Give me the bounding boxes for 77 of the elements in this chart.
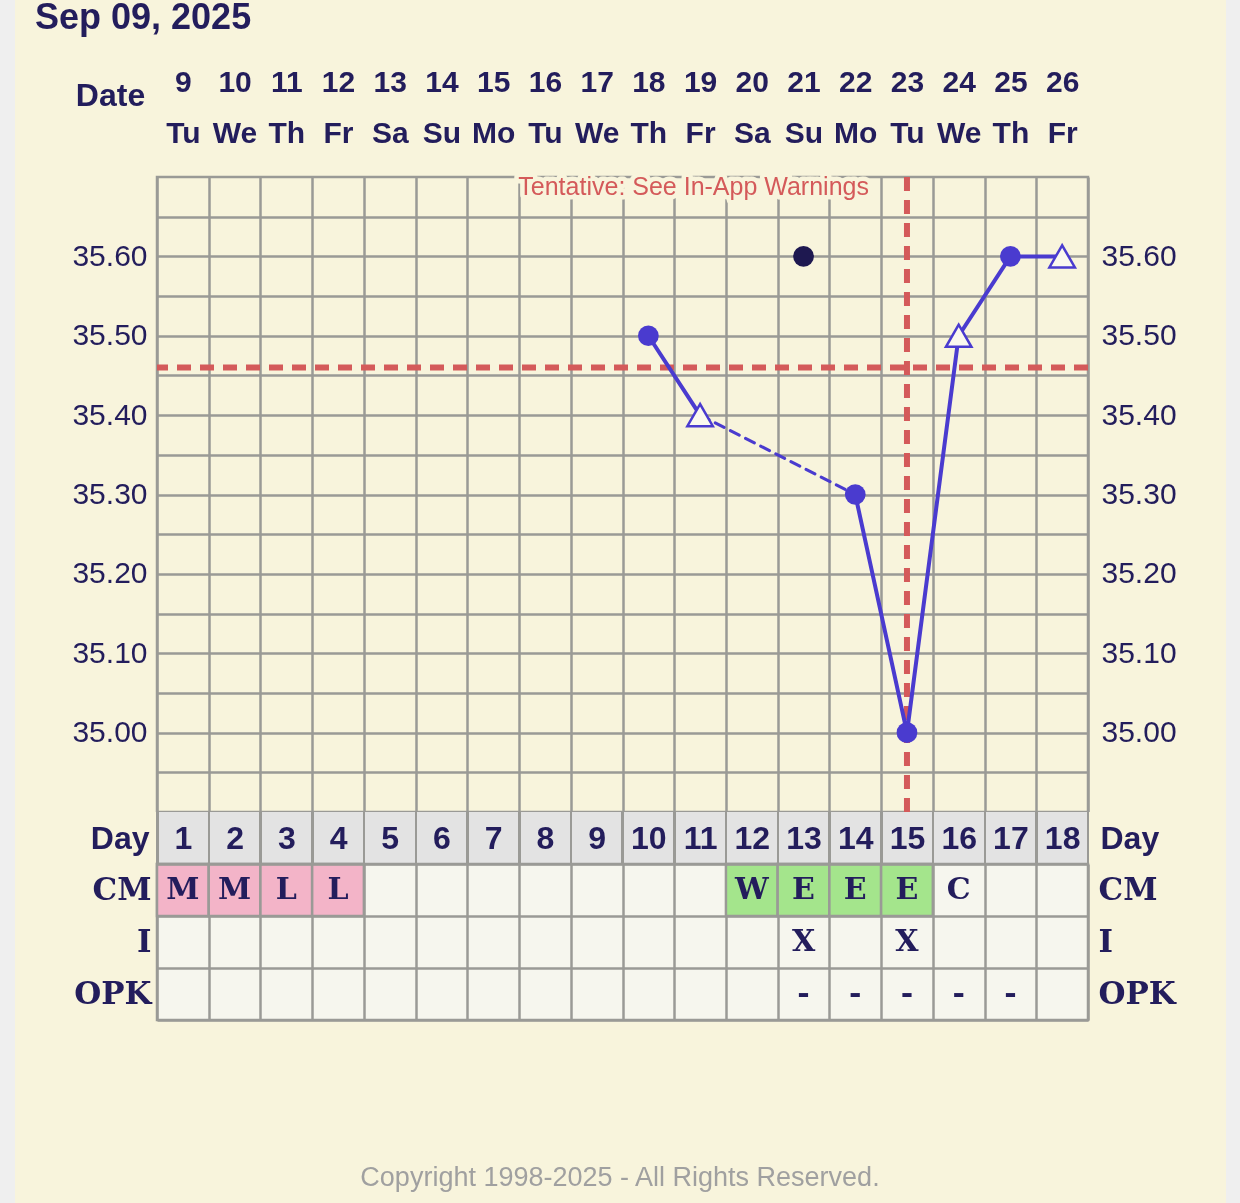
x-tick-label: 16: [941, 819, 977, 856]
x-tick-label: 7: [484, 819, 503, 856]
x-tick-label: 11: [683, 819, 718, 856]
x-tick-label: 11 Th: [268, 64, 306, 149]
y-tick-label: 35.30: [72, 477, 148, 510]
x-tick-label: 2: [226, 819, 244, 856]
y-tick-label: I: [136, 922, 152, 959]
x-tick-label: 21 Su: [784, 64, 824, 149]
x-tick-label: 8: [536, 819, 555, 856]
x-tick-label: 13: [786, 819, 822, 856]
y2-tick-label: 35.40: [1101, 397, 1177, 431]
x-tick-label: 9 Tu: [166, 64, 201, 149]
y-tick-label: OPK: [74, 974, 153, 1011]
x-tick-label: 14 Su: [422, 64, 462, 149]
x-tick-label: 20 Sa: [733, 64, 771, 149]
text: -: [797, 975, 810, 1010]
text: M: [166, 871, 200, 906]
y2-tick-label: I: [1098, 922, 1114, 959]
x-tick-label: 23 Tu: [890, 64, 925, 149]
y-tick-label: 35.20: [72, 556, 148, 590]
y2-tick-label: 35.30: [1101, 477, 1177, 510]
y2-tick-label: 35.20: [1101, 556, 1177, 590]
text: L: [327, 871, 349, 906]
text: L: [275, 871, 297, 906]
text: -: [952, 975, 965, 1010]
y-tick-label: 35.40: [72, 397, 148, 431]
x-tick-label: 15: [889, 819, 926, 856]
text: X: [791, 923, 816, 958]
text: E: [792, 871, 815, 906]
x-tick-label: 25 Th: [992, 64, 1030, 149]
chart-title: Sep 09, 2025: [35, 0, 252, 37]
x-tick-label: 15 Mo: [472, 64, 516, 149]
text: M: [217, 871, 252, 906]
text: W: [734, 871, 769, 906]
y2-tick-label: 35.50: [1101, 318, 1177, 352]
text: -: [849, 975, 862, 1010]
x-tick-label: 5: [381, 819, 400, 856]
y-tick-label: 35.00: [72, 715, 148, 749]
x-tick-label: 26 Fr: [1045, 64, 1080, 149]
text: E: [843, 871, 867, 906]
x-tick-label: 3: [277, 819, 296, 856]
x-tick-label: 4: [329, 819, 348, 856]
text: X: [895, 923, 919, 958]
y2-tick-label: 35.60: [1101, 238, 1177, 272]
x-tick-label: 19 Fr: [683, 64, 718, 149]
y2-tick-label: OPK: [1098, 974, 1177, 1011]
x-tick-label: 16 Tu: [528, 64, 563, 149]
x-tick-label: 22 Mo: [834, 64, 878, 149]
text: C: [946, 871, 971, 906]
text: Copyright 1998-2025 - All Rights Reserved.: [359, 1162, 881, 1193]
x-tick-label: 12: [734, 819, 771, 856]
x-tick-label: 10: [631, 819, 667, 856]
x-tick-label: 24 We: [936, 64, 982, 149]
x-tick-label: 13 Sa: [371, 64, 409, 149]
x-axis-title: Day: [90, 819, 150, 856]
y2-tick-label: 35.00: [1101, 715, 1177, 749]
y-tick-label: 35.50: [72, 318, 148, 352]
y-tick-label: 35.60: [72, 238, 148, 272]
x-tick-label: 6: [433, 819, 451, 856]
y2-tick-label: 35.10: [1101, 635, 1177, 669]
text: E: [895, 871, 919, 906]
text: -: [1004, 975, 1017, 1010]
x-axis-title: Date: [75, 76, 146, 113]
x-tick-label: 18 Th: [630, 64, 668, 149]
x-tick-label: 18: [1044, 819, 1081, 856]
x-tick-label: 17 We: [574, 64, 620, 149]
x-tick-label: 17: [993, 819, 1029, 856]
x-tick-label: 14: [837, 819, 874, 856]
x-tick-label: 10 We: [212, 64, 258, 149]
x-tick-label: 12 Fr: [321, 64, 356, 149]
x-tick-label: 9: [588, 819, 607, 856]
text: Day: [1100, 819, 1160, 856]
y-tick-label: CM: [92, 870, 152, 907]
text: -: [900, 975, 914, 1010]
x-tick-label: 1: [174, 819, 193, 856]
y-tick-label: 35.10: [72, 635, 148, 669]
y2-tick-label: CM: [1098, 870, 1158, 907]
